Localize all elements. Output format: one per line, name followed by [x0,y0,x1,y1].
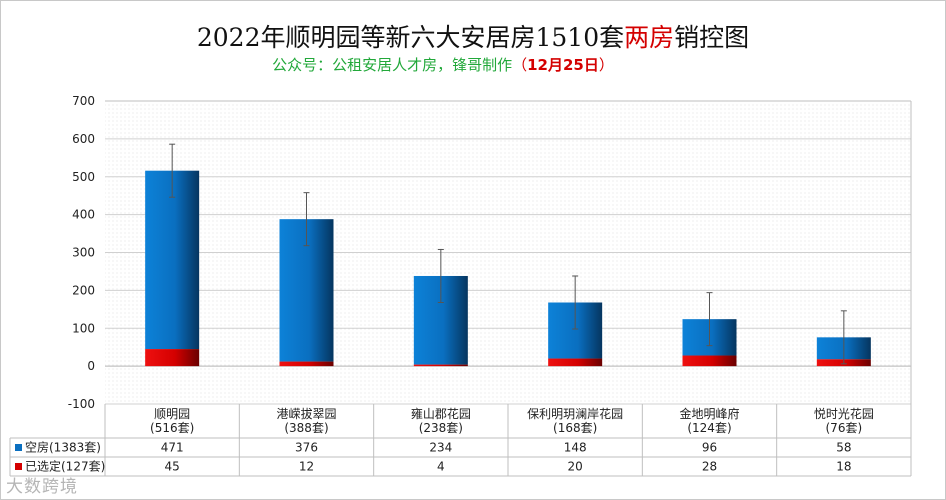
category-label: 保利明玥澜岸花园 [527,406,623,421]
legend-swatch [15,463,22,470]
subtitle-paren-close: ） [598,56,614,74]
category-label: (238套) [419,421,463,435]
category-label: 金地明峰府 [679,406,739,421]
watermark: 大数跨境 [6,477,78,497]
category-label: (516套) [150,421,194,435]
legend-label: 已选定(127套) [25,459,105,474]
bar-selected [145,349,200,367]
y-tick-label: 400 [72,208,95,222]
chart-subtitle: 公众号：公租安居人才房，锋哥制作（12月25日） [0,54,886,75]
table-value: 45 [165,460,180,474]
y-tick-label: 600 [72,132,95,146]
table-value: 376 [295,441,318,455]
category-label: 雍山郡花园 [411,406,471,421]
table-value: 471 [161,441,184,455]
table-value: 12 [299,460,314,474]
category-label: (124套) [687,421,731,435]
subtitle-paren-open: （ [512,56,528,74]
table-value: 4 [437,460,445,474]
bar-selected [413,364,468,367]
category-label: (388套) [284,421,328,435]
category-label: 顺明园 [154,407,190,421]
category-label: 悦时光花园 [814,406,874,421]
y-tick-label: 700 [72,94,95,108]
table-value: 28 [702,460,717,474]
title-prefix: 2022年顺明园等新六大安居房1510套 [196,23,625,52]
table-value: 20 [568,460,583,474]
title-suffix: 销控图 [674,23,750,52]
table-value: 234 [429,441,452,455]
subtitle-date: 12月25日 [527,56,599,74]
title-highlight: 两房 [624,23,675,52]
y-tick-label: 300 [72,246,95,260]
category-label: (76套) [826,421,863,435]
category-label: (168套) [553,421,597,435]
table-value: 18 [836,460,851,474]
bar-selected [279,361,334,367]
bar-selected [548,358,603,367]
y-tick-label: 100 [72,321,95,335]
table-value: 148 [564,441,587,455]
y-tick-label: 200 [72,283,95,297]
legend-swatch [15,444,22,451]
category-label: 港嵘拔翠园 [276,406,336,421]
y-tick-label: 0 [87,359,95,373]
table-value: 58 [836,441,851,455]
y-tick-label: -100 [68,397,95,411]
y-tick-label: 500 [72,170,95,184]
table-value: 96 [702,441,717,455]
bar-selected [682,355,737,367]
subtitle-text: 公众号：公租安居人才房，锋哥制作 [272,56,513,74]
bar-vacant [145,170,200,350]
chart-title: 2022年顺明园等新六大安居房1510套两房销控图 [0,18,946,54]
legend-label: 空房(1383套) [25,440,101,455]
